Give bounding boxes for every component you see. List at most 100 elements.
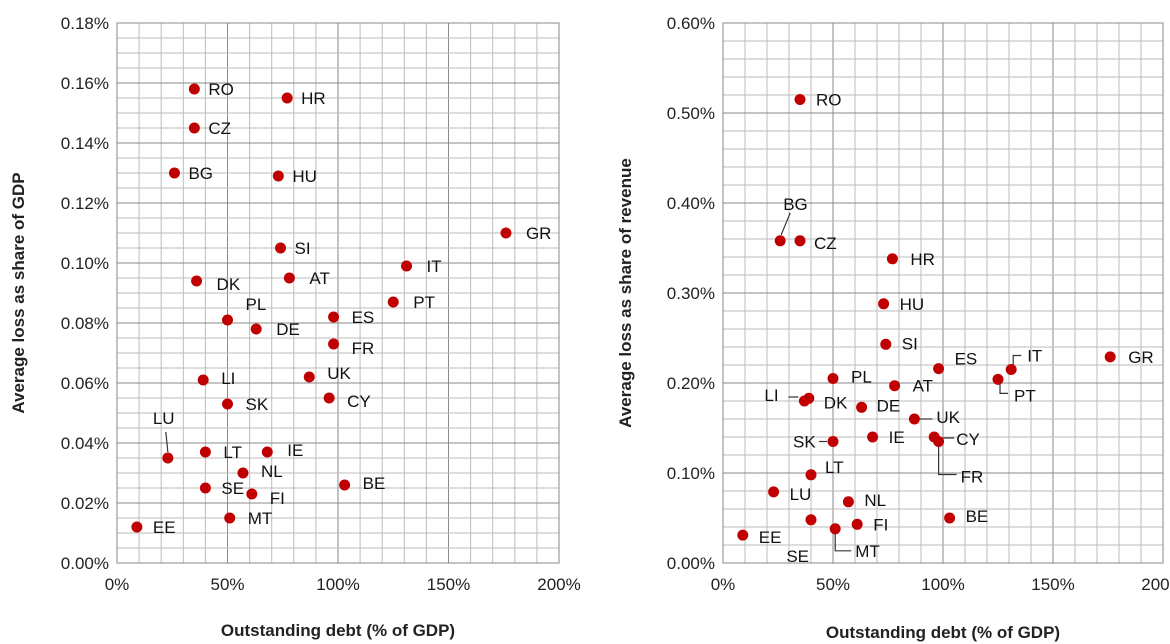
data-point-lu <box>768 486 780 498</box>
chart-gdp-x-tick-label: 150% <box>427 575 470 594</box>
point-label-ro: RO <box>208 80 234 99</box>
data-point-mt <box>829 523 841 535</box>
chart-revenue-x-ticks: 0% 50% 100% 150% 200% <box>711 575 1170 594</box>
chart-gdp-x-ticks: 0% 50% 100% 150% 200% <box>105 575 581 594</box>
data-point-li <box>197 374 209 386</box>
data-point-pt <box>387 296 399 308</box>
point-label-li: LI <box>221 369 235 388</box>
chart-revenue-leader-lines <box>780 212 1022 552</box>
point-label-bg: BG <box>188 164 213 183</box>
point-label-hr: HR <box>910 250 935 269</box>
data-point-be <box>339 479 351 491</box>
chart-revenue-point-labels: RO BG CZ HR HU SI GR ES IT PT PL AT LI DK DE UK CY IE SK FR… <box>759 91 1154 566</box>
data-point-bg <box>774 235 786 247</box>
data-point-se <box>805 514 817 526</box>
point-label-sk: SK <box>246 395 269 414</box>
data-point-pl <box>827 373 839 384</box>
point-label-at: AT <box>913 377 933 396</box>
leader-line-bg <box>780 212 791 236</box>
point-label-fr: FR <box>352 339 375 358</box>
point-label-es: ES <box>352 308 375 327</box>
point-label-hu: HU <box>900 295 925 314</box>
point-label-bg: BG <box>783 195 808 214</box>
data-point-ee <box>737 529 749 541</box>
data-point-cz <box>794 235 806 247</box>
data-point-lu <box>162 452 174 464</box>
point-label-lu: LU <box>153 409 175 428</box>
chart-gdp-y-tick-label: 0.04% <box>61 434 109 453</box>
data-point-dk <box>191 275 203 287</box>
point-label-pt: PT <box>1014 386 1036 405</box>
point-label-uk: UK <box>327 364 351 383</box>
point-label-de: DE <box>276 320 300 339</box>
data-point-uk <box>908 413 920 425</box>
point-label-es: ES <box>955 350 978 369</box>
chart-revenue-y-tick-label: 0.00% <box>667 554 715 573</box>
data-point-lt <box>199 446 211 458</box>
point-label-gr: GR <box>526 224 552 243</box>
data-point-be <box>944 512 956 524</box>
point-label-uk: UK <box>936 408 960 427</box>
data-point-si <box>275 242 287 254</box>
point-label-se: SE <box>221 479 244 498</box>
point-label-ro: RO <box>816 91 842 110</box>
point-label-be: BE <box>363 474 386 493</box>
chart-revenue-y-tick-label: 0.50% <box>667 104 715 123</box>
chart-revenue-x-tick-label: 100% <box>921 575 964 594</box>
chart-revenue-x-tick-label: 200% <box>1141 575 1170 594</box>
data-point-fi <box>851 518 863 530</box>
point-label-dk: DK <box>824 393 848 412</box>
chart-gdp-y-tick-label: 0.12% <box>61 194 109 213</box>
point-label-cy: CY <box>347 392 371 411</box>
chart-gdp-x-axis-title: Outstanding debt (% of GDP) <box>221 621 455 640</box>
point-label-it: IT <box>427 257 442 276</box>
leader-line-pt <box>999 383 1008 394</box>
chart-gdp-x-tick-label: 100% <box>316 575 359 594</box>
data-point-bg <box>168 167 180 179</box>
chart-revenue-plot-area <box>722 22 1164 564</box>
point-label-mt: MT <box>855 542 880 561</box>
point-label-ee: EE <box>759 528 782 547</box>
chart-gdp-y-tick-label: 0.06% <box>61 374 109 393</box>
data-point-gr <box>1104 351 1116 363</box>
point-label-nl: NL <box>261 462 283 481</box>
point-label-si: SI <box>902 334 918 353</box>
point-label-hu: HU <box>292 167 317 186</box>
chart-revenue-x-tick-label: 50% <box>816 575 850 594</box>
chart-gdp-x-tick-label: 0% <box>105 575 130 594</box>
chart-gdp-y-tick-label: 0.16% <box>61 74 109 93</box>
point-label-ee: EE <box>153 518 176 537</box>
point-label-fr: FR <box>961 468 984 487</box>
point-label-sk: SK <box>793 433 816 452</box>
data-point-ee <box>131 521 143 533</box>
point-label-pl: PL <box>246 295 267 314</box>
leader-line-fr <box>937 446 957 476</box>
point-label-it: IT <box>1027 347 1042 366</box>
data-point-pl <box>222 314 233 326</box>
chart-gdp-leader-lines <box>165 431 169 453</box>
chart-gdp-y-tick-label: 0.18% <box>61 14 109 33</box>
chart-revenue-grid <box>723 23 1163 563</box>
data-point-sk <box>827 436 839 447</box>
chart-gdp-y-tick-label: 0.08% <box>61 314 109 333</box>
point-label-be: BE <box>966 507 989 526</box>
data-point-at <box>283 272 295 284</box>
leader-line-it <box>1012 354 1022 366</box>
chart-gdp-y-tick-label: 0.00% <box>61 554 109 573</box>
point-label-si: SI <box>295 239 311 258</box>
chart-revenue-x-tick-label: 150% <box>1031 575 1074 594</box>
data-point-cz <box>188 122 200 134</box>
chart-revenue-x-tick-label: 0% <box>711 575 736 594</box>
chart-gdp-points <box>131 83 512 533</box>
chart-gdp-x-tick-label: 50% <box>210 575 244 594</box>
data-point-at <box>889 380 901 392</box>
point-label-cz: CZ <box>208 119 231 138</box>
point-label-cz: CZ <box>814 234 837 253</box>
data-point-ro <box>188 83 200 95</box>
data-point-fr <box>933 436 945 447</box>
point-label-lt: LT <box>223 443 242 462</box>
point-label-at: AT <box>309 269 329 288</box>
chart-gdp-plot-area <box>116 22 560 564</box>
data-point-it <box>1005 364 1017 375</box>
